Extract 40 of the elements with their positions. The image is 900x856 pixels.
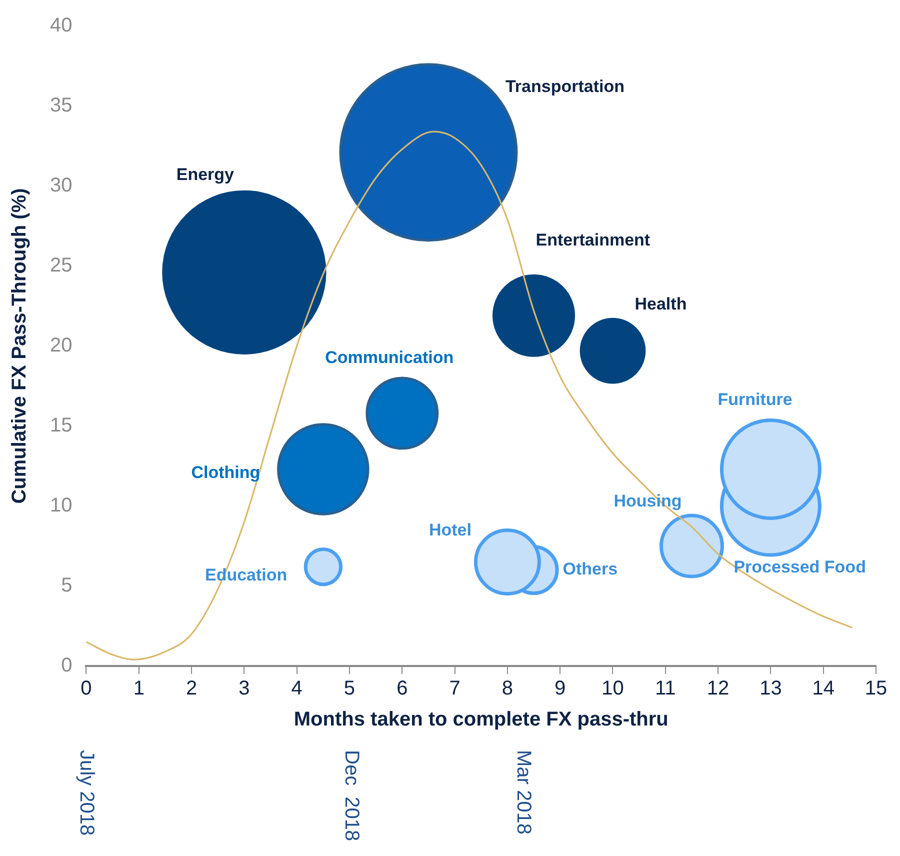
text: July 2018 (76, 750, 98, 836)
series-label: Health (634, 294, 687, 314)
y-tick-label: 40 (50, 14, 72, 37)
x-tick-label: 14 (812, 678, 834, 700)
x-tick-label: 5 (344, 678, 356, 700)
series-label: Entertainment (536, 230, 650, 250)
y-tick-label: 5 (61, 574, 72, 597)
y-tick-label: 0 (61, 654, 72, 677)
x-tick-label: 1 (133, 678, 144, 700)
x-tick-label: 13 (760, 678, 782, 700)
x-tick-label: 15 (864, 678, 888, 700)
y-tick-label: 25 (50, 254, 72, 277)
series-label: Others (562, 560, 618, 579)
text: Dec 2018 (340, 750, 362, 842)
x-tick-label: 8 (502, 678, 514, 700)
y-tick-label: 15 (50, 414, 72, 437)
x-tick-label: 10 (602, 678, 624, 700)
x-tick-label: 9 (554, 678, 566, 700)
x-tick-label: 11 (655, 678, 676, 700)
x-tick-label: 3 (238, 678, 250, 700)
x-tick-label: 2 (186, 678, 198, 700)
y-tick-label: 10 (50, 494, 72, 517)
x-tick-label: 6 (396, 678, 408, 700)
series-label: Energy (176, 165, 235, 184)
x-axis-title: Months taken to complete FX pass-thru (294, 708, 668, 731)
series-label: Clothing (191, 462, 260, 482)
y-tick-label: 20 (50, 334, 72, 357)
y-axis-title: Cumulative FX Pass-Through (%) (8, 188, 31, 504)
x-tick-label: 0 (80, 678, 92, 700)
series-label: Communication (325, 348, 454, 367)
series-label: Transportation (505, 77, 624, 96)
series-label: Processed Food (734, 558, 866, 577)
x-tick-label: 4 (291, 678, 302, 700)
y-tick-label: 35 (50, 94, 72, 117)
x-tick-label: 7 (449, 678, 460, 700)
y-tick-label: 30 (50, 174, 72, 197)
series-label: Hotel (428, 520, 472, 540)
text: Mar 2018 (512, 750, 534, 834)
x-tick-label: 12 (706, 678, 730, 700)
series-label: Furniture (718, 390, 792, 409)
